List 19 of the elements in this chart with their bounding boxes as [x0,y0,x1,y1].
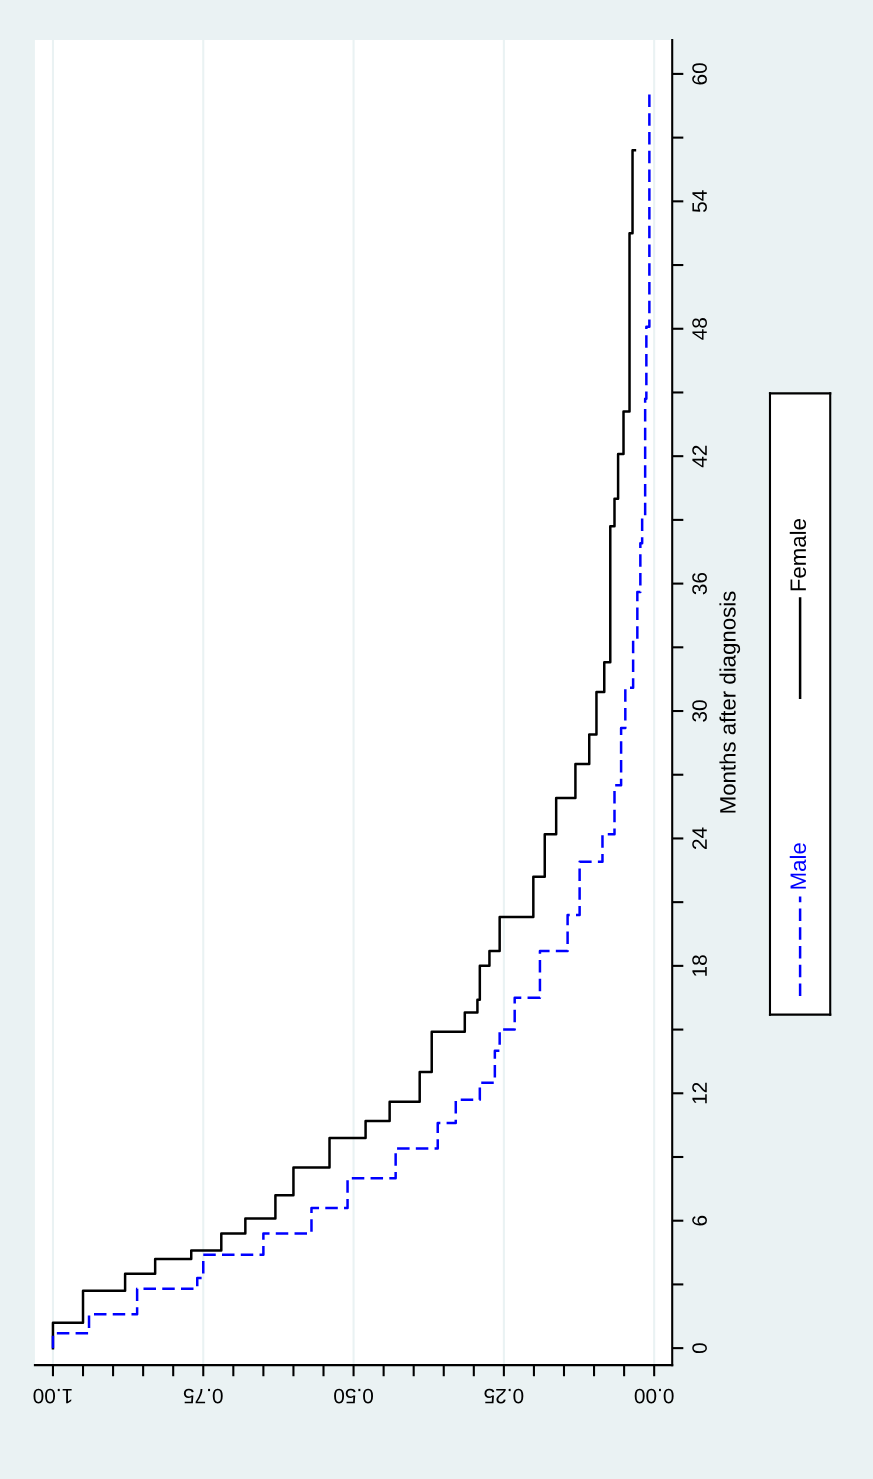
y-tick-label: 12 [692,1082,707,1104]
x-tick-label: 1.00 [33,1388,72,1404]
y-tick-label: 30 [692,700,707,722]
y-tick-label: 36 [692,572,707,595]
y-tick-label: 48 [692,318,707,340]
y-tick-label: 54 [692,190,707,213]
y-tick-label: 60 [692,63,707,85]
text: Male [789,843,807,889]
x-tick-label: 0.00 [634,1388,674,1404]
text: Female [789,519,807,591]
y-axis-title: Months after diagnosis [719,591,741,813]
y-tick-label: 42 [692,445,707,468]
y-tick-label: 0 [692,1343,707,1354]
y-tick-label: 18 [692,955,707,976]
x-tick-label: 0.25 [484,1388,524,1404]
y-tick-label: 6 [692,1215,707,1226]
x-tick-label: 0.50 [334,1388,374,1404]
y-tick-label: 24 [692,827,707,849]
x-tick-label: 0.75 [183,1388,223,1404]
